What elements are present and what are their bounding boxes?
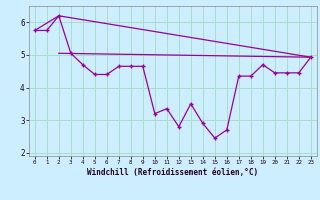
X-axis label: Windchill (Refroidissement éolien,°C): Windchill (Refroidissement éolien,°C) — [87, 168, 258, 177]
